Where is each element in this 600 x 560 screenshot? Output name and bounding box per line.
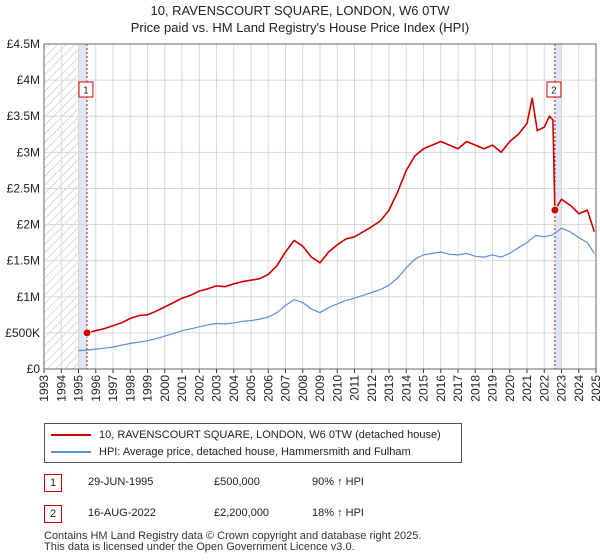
x-tick-label: 1998 bbox=[123, 375, 137, 402]
x-tick-label: 1996 bbox=[89, 375, 103, 402]
sale-price: £2,200,000 bbox=[214, 507, 270, 519]
y-tick-label: £2.5M bbox=[7, 181, 40, 195]
x-tick-label: 2008 bbox=[296, 375, 310, 402]
x-tick-label: 2013 bbox=[382, 375, 396, 402]
x-tick-label: 2009 bbox=[313, 375, 327, 402]
legend-label-property: 10, RAVENSCOURT SQUARE, LONDON, W6 0TW (… bbox=[99, 429, 441, 441]
sale-label-number: 1 bbox=[83, 86, 89, 97]
x-tick-label: 2006 bbox=[261, 375, 275, 402]
shaded-band bbox=[554, 44, 562, 369]
sale-point bbox=[550, 205, 560, 215]
x-tick-label: 1997 bbox=[106, 375, 120, 402]
x-tick-label: 2022 bbox=[537, 375, 551, 402]
y-tick-label: £1M bbox=[17, 290, 40, 304]
sale-date: 16-AUG-2022 bbox=[88, 507, 156, 519]
hpi-line bbox=[78, 227, 595, 352]
x-tick-label: 2005 bbox=[244, 375, 258, 402]
x-tick-label: 2015 bbox=[417, 375, 431, 402]
chart-subtitle: Price paid vs. HM Land Registry's House … bbox=[130, 20, 470, 35]
x-tick-label: 1995 bbox=[72, 375, 86, 402]
footer-line: Contains HM Land Registry data © Crown c… bbox=[44, 530, 422, 542]
y-tick-label: £4M bbox=[17, 73, 40, 87]
y-tick-label: £0 bbox=[27, 362, 41, 376]
sale-label-number: 2 bbox=[551, 86, 557, 97]
x-tick-label: 2024 bbox=[572, 375, 586, 402]
x-tick-label: 2001 bbox=[175, 375, 189, 402]
legend-swatch-hpi bbox=[51, 451, 91, 454]
y-tick-label: £4.5M bbox=[7, 37, 40, 51]
sale-label-box bbox=[546, 81, 562, 98]
x-tick-label: 2016 bbox=[434, 375, 448, 402]
x-tick-label: 2025 bbox=[589, 375, 600, 402]
x-tick-label: 1994 bbox=[54, 375, 68, 402]
sale-price: £500,000 bbox=[214, 476, 260, 488]
sale-point bbox=[82, 328, 92, 338]
y-tick-label: £1.5M bbox=[7, 254, 40, 268]
x-tick-label: 2017 bbox=[451, 375, 465, 402]
sale-hpi-change: 18% ↑ HPI bbox=[312, 507, 364, 519]
price-chart: 1 2 £0 £500K £1M £1.5M £2M £2.5M £3M £3.5M £4M £4.… bbox=[5, 37, 600, 402]
y-tick-label: £3.5M bbox=[7, 109, 40, 123]
x-tick-label: 2019 bbox=[486, 375, 500, 402]
x-tick-label: 1993 bbox=[37, 375, 51, 402]
x-tick-label: 1999 bbox=[141, 375, 155, 402]
footer-attribution: Contains HM Land Registry data © Crown c… bbox=[44, 531, 421, 553]
sale-hpi-change: 90% ↑ HPI bbox=[312, 476, 364, 488]
x-tick-label: 2000 bbox=[158, 375, 172, 402]
x-tick-label: 2007 bbox=[279, 375, 293, 402]
legend-item-hpi: HPI: Average price, detached house, Hamm… bbox=[51, 444, 411, 460]
sale-label-box bbox=[78, 81, 94, 98]
x-tick-label: 2010 bbox=[330, 375, 344, 402]
x-tick-label: 2020 bbox=[503, 375, 517, 402]
x-tick-label: 2003 bbox=[210, 375, 224, 402]
x-tick-label: 2018 bbox=[468, 375, 482, 402]
x-tick-label: 2004 bbox=[227, 375, 241, 402]
x-tick-label: 2011 bbox=[348, 375, 362, 401]
chart-legend: 10, RAVENSCOURT SQUARE, LONDON, W6 0TW (… bbox=[44, 423, 462, 463]
y-tick-label: £3M bbox=[17, 145, 40, 159]
y-tick-label: £2M bbox=[17, 218, 40, 232]
legend-label-hpi: HPI: Average price, detached house, Hamm… bbox=[99, 446, 411, 458]
y-tick-label: £500K bbox=[5, 326, 40, 340]
x-tick-label: 2021 bbox=[520, 375, 534, 402]
plot-border bbox=[43, 43, 597, 370]
legend-swatch-property bbox=[51, 434, 91, 437]
footer-line: This data is licensed under the Open Gov… bbox=[44, 541, 355, 553]
x-tick-label: 2023 bbox=[555, 375, 569, 402]
sale-date: 29-JUN-1995 bbox=[88, 476, 154, 488]
sale-number-badge: 2 bbox=[44, 505, 62, 523]
property-price-line bbox=[86, 97, 596, 334]
sale-number-badge: 1 bbox=[44, 474, 62, 492]
chart-title: 10, RAVENSCOURT SQUARE, LONDON, W6 0TW bbox=[150, 3, 450, 18]
x-tick-label: 2012 bbox=[365, 375, 379, 402]
x-tick-label: 2002 bbox=[192, 375, 206, 402]
x-tick-label: 2014 bbox=[399, 375, 413, 402]
legend-item-property: 10, RAVENSCOURT SQUARE, LONDON, W6 0TW (… bbox=[51, 427, 441, 443]
shaded-band bbox=[78, 44, 87, 369]
